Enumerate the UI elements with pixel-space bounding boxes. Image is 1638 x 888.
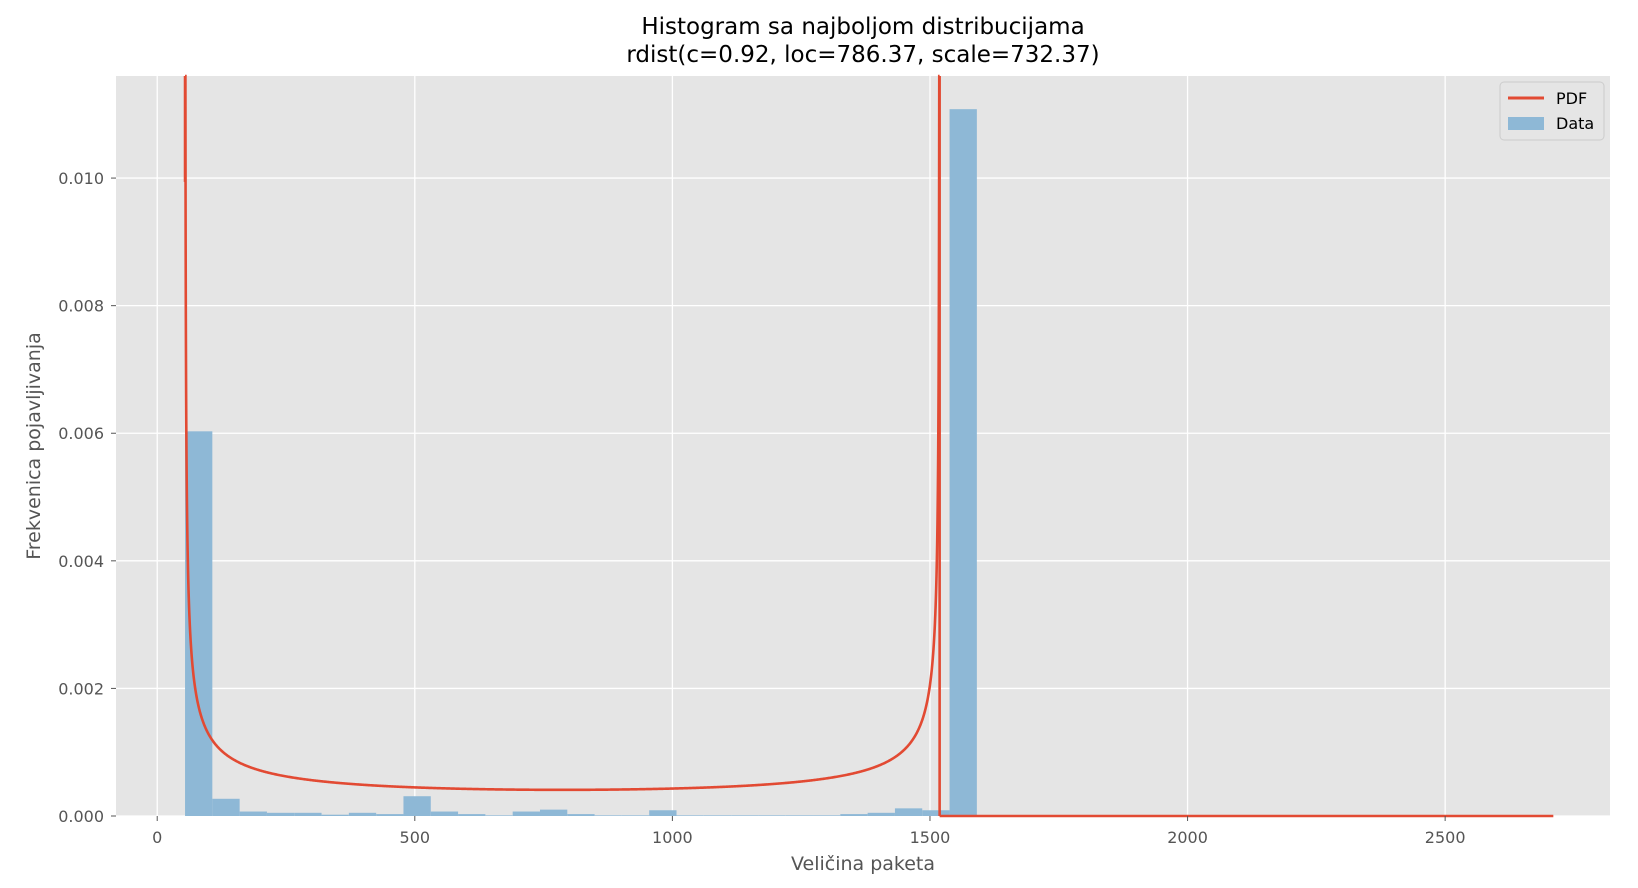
histogram-bar: [649, 810, 677, 816]
histogram-bar: [458, 814, 486, 816]
legend: PDF Data: [1499, 81, 1605, 141]
histogram-bar: [840, 814, 868, 816]
histogram-bar: [676, 815, 704, 816]
histogram-bar: [922, 810, 950, 816]
histogram-bar: [703, 815, 732, 816]
histogram-bar: [430, 811, 459, 816]
histogram-bar: [867, 812, 895, 816]
x-tick-label: 500: [400, 828, 431, 847]
legend-label: Data: [1556, 114, 1594, 133]
histogram-bar: [212, 798, 240, 816]
y-tick-label: 0.008: [58, 297, 104, 316]
histogram-bar: [813, 815, 841, 816]
x-axis-label: Veličina paketa: [791, 853, 935, 875]
histogram-bar: [266, 812, 295, 816]
histogram-bar: [539, 809, 568, 816]
histogram-bar: [731, 815, 759, 816]
histogram-bar: [512, 811, 540, 816]
y-tick-label: 0.010: [58, 169, 104, 188]
histogram-bar: [348, 812, 377, 816]
histogram-bar: [894, 808, 923, 816]
histogram-bar: [949, 109, 977, 816]
y-tick-label: 0.006: [58, 424, 104, 443]
x-tick-label: 1000: [652, 828, 693, 847]
histogram-bar: [239, 811, 267, 816]
x-tick-label: 1500: [910, 828, 951, 847]
histogram-bar: [567, 814, 595, 816]
x-tick-label: 2500: [1425, 828, 1466, 847]
histogram-bar: [785, 815, 814, 816]
y-tick-label: 0.000: [58, 807, 104, 826]
histogram-bar: [621, 815, 650, 816]
histogram-bar: [294, 812, 322, 816]
histogram-bar: [594, 815, 622, 816]
y-axis-label: Frekvenica pojavljivanja: [23, 332, 45, 560]
chart-subtitle: rdist(c=0.92, loc=786.37, scale=732.37): [626, 42, 1099, 68]
plot-area: [116, 76, 1610, 816]
pdf-curve: [184, 74, 941, 792]
pdf-curve-group: [183, 74, 1554, 818]
histogram-bar: [403, 796, 431, 816]
y-axis-ticks: 0.000 0.002 0.004 0.006 0.008 0.010: [58, 169, 116, 826]
y-tick-label: 0.002: [58, 679, 104, 698]
legend-data-swatch: [1508, 117, 1544, 130]
x-tick-label: 2000: [1167, 828, 1208, 847]
x-tick-label: 0: [152, 828, 162, 847]
x-axis-ticks: 0 500 1000 1500 2000 2500: [152, 816, 1466, 847]
legend-label: PDF: [1556, 89, 1587, 108]
histogram-bar: [485, 815, 513, 816]
chart-title: Histogram sa najboljom distribucijama: [641, 14, 1084, 40]
y-tick-label: 0.004: [58, 552, 104, 571]
histogram-bar: [758, 815, 786, 816]
histogram-bar: [376, 814, 404, 816]
histogram-bar: [321, 814, 349, 816]
